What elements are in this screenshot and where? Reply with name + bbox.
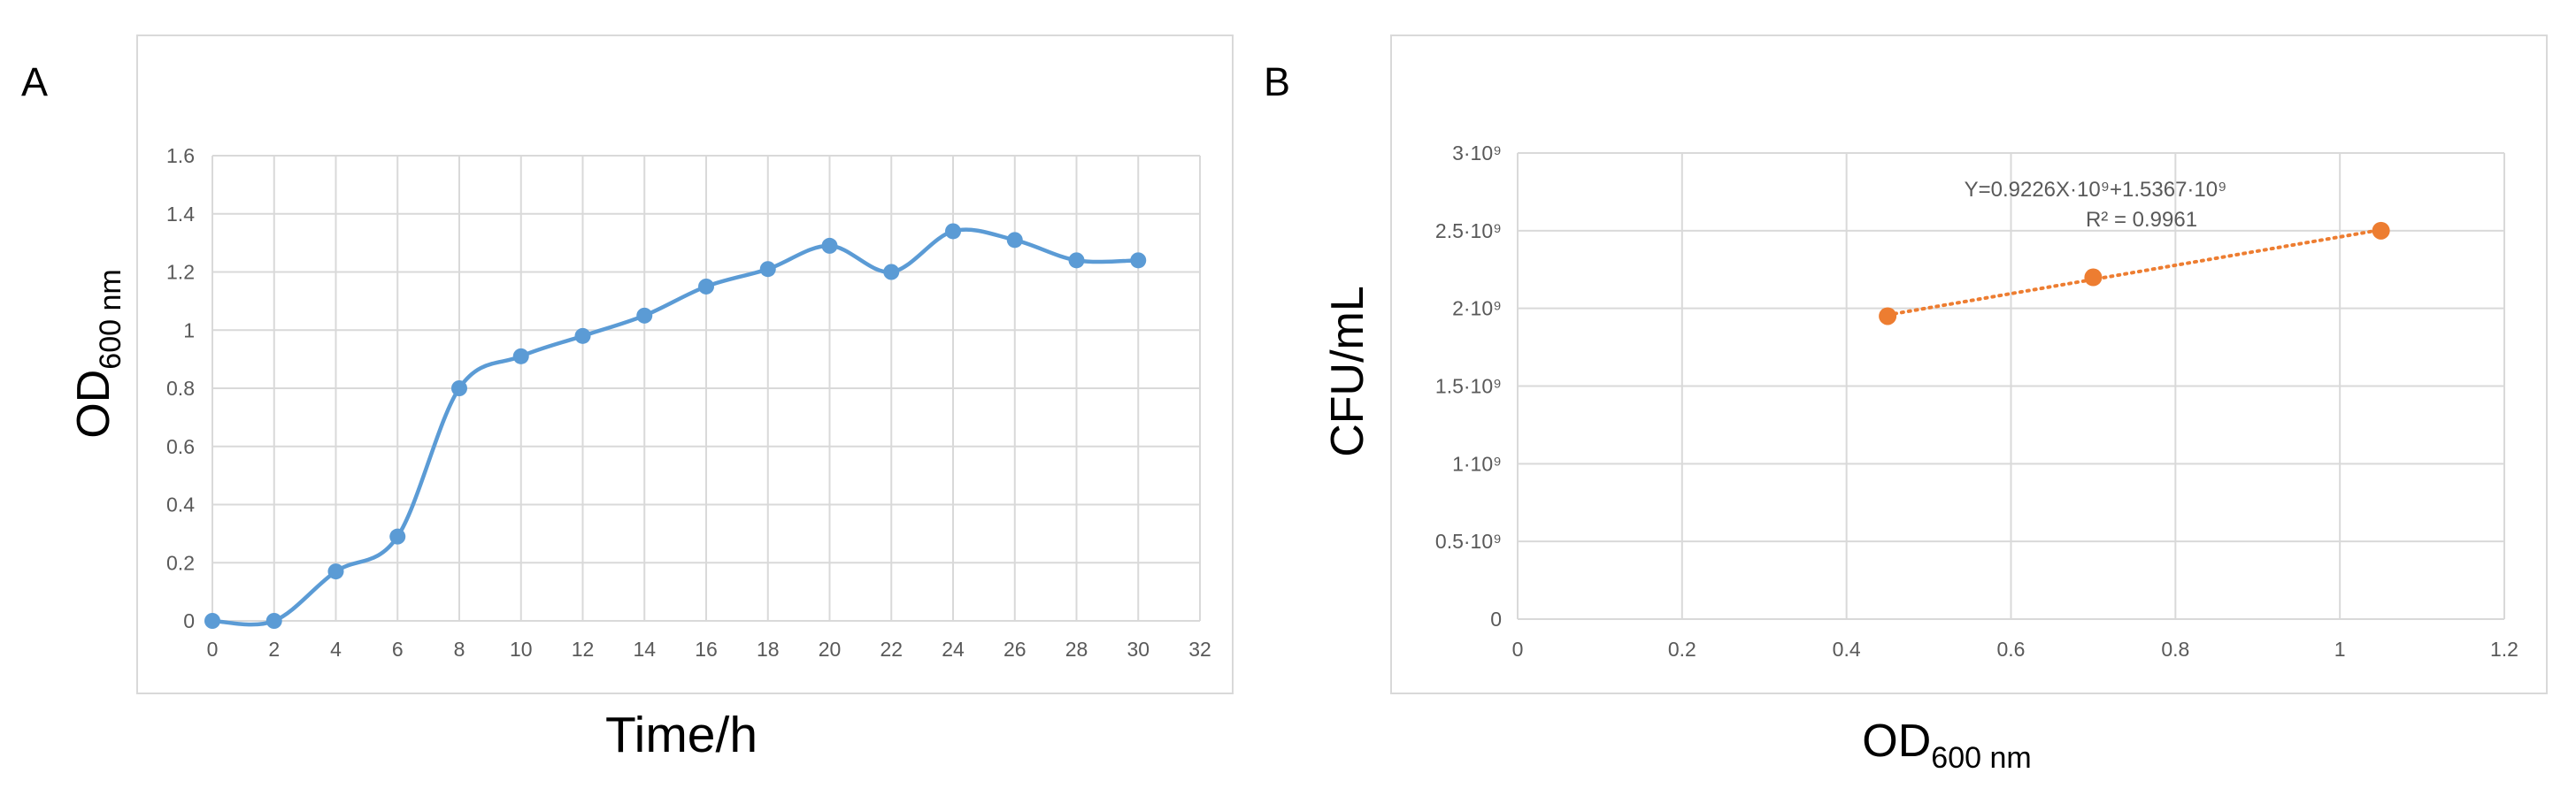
calibration-data-point (1879, 307, 1897, 325)
a-y-tick-label: 1.6 (166, 144, 195, 167)
panel-b-trendline-group (1886, 227, 2383, 318)
panel-b-xlabel-sub: 600 nm (1931, 741, 2031, 775)
trendline-equation: Y=0.9226X·10⁹+1.5367·10⁹ (1965, 178, 2227, 202)
panel-b-x-axis-title: OD600 nm (1862, 716, 2031, 775)
growth-data-point (1006, 232, 1023, 249)
growth-data-point (883, 264, 900, 280)
b-x-tick-label: 1.2 (2490, 638, 2518, 661)
panel-b: B 0 0.2 0.4 0.6 0.8 1 1.2 0 0.5·10⁹ 1·10⁹ 1.5·10⁹… (1264, 34, 2548, 775)
a-y-tick-label: 1 (183, 318, 195, 341)
a-x-tick-label: 16 (695, 638, 718, 661)
a-x-tick-label: 26 (1003, 638, 1027, 661)
b-y-tick-label: 0 (1490, 608, 1502, 631)
a-y-tick-label: 0.4 (166, 494, 195, 517)
panel-a-series (204, 223, 1147, 629)
growth-data-point (265, 613, 282, 629)
panel-b-y-axis-title: CFU/mL (1322, 286, 1373, 457)
panel-b-series (1879, 221, 2390, 325)
a-x-tick-label: 12 (572, 638, 595, 661)
calibration-data-point (2084, 268, 2103, 287)
a-x-tick-label: 4 (330, 638, 342, 661)
growth-curve-line (211, 227, 1139, 627)
panel-a-x-ticks: 0 2 4 6 8 10 12 14 16 18 20 22 24 26 28 30 32 (207, 638, 1211, 661)
a-y-tick-label: 0.2 (166, 551, 195, 574)
a-y-tick-label: 1.4 (166, 203, 195, 226)
growth-data-point (574, 327, 591, 344)
a-x-tick-label: 6 (392, 638, 404, 661)
b-x-tick-label: 0 (1512, 638, 1524, 661)
panel-b-grid (1517, 152, 2505, 620)
growth-data-point (945, 223, 961, 240)
a-x-tick-label: 22 (880, 638, 903, 661)
a-y-tick-label: 0.6 (166, 435, 195, 458)
b-y-tick-label: 2·10⁹ (1452, 297, 1502, 320)
growth-data-point (451, 380, 467, 396)
panel-a-frame (136, 34, 1234, 694)
panel-a-grid (211, 155, 1201, 622)
a-x-tick-label: 14 (633, 638, 656, 661)
panel-a-ylabel-main: OD (68, 370, 119, 439)
a-x-tick-label: 2 (268, 638, 280, 661)
panel-b-y-ticks: 0 0.5·10⁹ 1·10⁹ 1.5·10⁹ 2·10⁹ 2.5·10⁹ 3·10⁹ (1435, 142, 1502, 631)
a-x-tick-label: 10 (510, 638, 533, 661)
a-x-tick-label: 20 (819, 638, 842, 661)
b-y-tick-label: 0.5·10⁹ (1435, 530, 1502, 553)
a-y-tick-label: 0 (183, 609, 195, 632)
b-y-tick-label: 3·10⁹ (1452, 142, 1502, 165)
a-x-tick-label: 28 (1065, 638, 1088, 661)
b-x-tick-label: 0.8 (2161, 638, 2189, 661)
a-x-tick-label: 24 (942, 638, 965, 661)
panel-a-y-ticks: 0 0.2 0.4 0.6 0.8 1 1.2 1.4 1.6 (166, 144, 195, 632)
b-x-tick-label: 0.2 (1668, 638, 1696, 661)
panel-a-ylabel-sub: 600 nm (94, 269, 127, 369)
a-x-tick-label: 32 (1188, 638, 1211, 661)
b-x-tick-label: 0.6 (1997, 638, 2026, 661)
calibration-data-point (2372, 221, 2390, 240)
a-x-tick-label: 18 (757, 638, 780, 661)
growth-data-point (1068, 252, 1085, 269)
b-y-tick-label: 1·10⁹ (1452, 452, 1502, 475)
growth-data-point (389, 528, 406, 545)
panel-a-y-axis-title: OD600 nm (68, 269, 127, 438)
linear-trendline (1886, 227, 2383, 318)
panel-a-letter: A (21, 59, 48, 104)
growth-data-point (759, 261, 776, 278)
growth-data-point (821, 237, 838, 254)
growth-data-point (636, 307, 653, 324)
panel-a-x-axis-title: Time/h (605, 707, 757, 763)
growth-data-point (1130, 252, 1147, 269)
panel-b-frame (1390, 34, 2548, 694)
growth-data-point (327, 563, 344, 580)
panel-b-letter: B (1264, 59, 1290, 104)
b-y-tick-label: 2.5·10⁹ (1435, 219, 1502, 242)
panel-b-x-ticks: 0 0.2 0.4 0.6 0.8 1 1.2 (1512, 638, 2518, 661)
panel-b-xlabel-main: OD (1862, 716, 1931, 767)
growth-data-point (698, 278, 714, 295)
b-y-tick-label: 1.5·10⁹ (1435, 375, 1502, 398)
a-x-tick-label: 30 (1127, 638, 1150, 661)
b-x-tick-label: 0.4 (1833, 638, 1861, 661)
a-x-tick-label: 0 (207, 638, 219, 661)
b-x-tick-label: 1 (2334, 638, 2346, 661)
panel-a: A 0 2 4 6 8 10 12 14 16 18 20 22 24 26 28 30 32 00.20.40… (21, 34, 1234, 763)
growth-data-point (512, 348, 529, 364)
trendline-r-squared: R² = 0.9961 (2086, 208, 2197, 232)
growth-data-point (204, 613, 220, 629)
a-y-tick-label: 1.2 (166, 261, 195, 284)
a-y-tick-label: 0.8 (166, 377, 195, 400)
a-x-tick-label: 8 (454, 638, 465, 661)
